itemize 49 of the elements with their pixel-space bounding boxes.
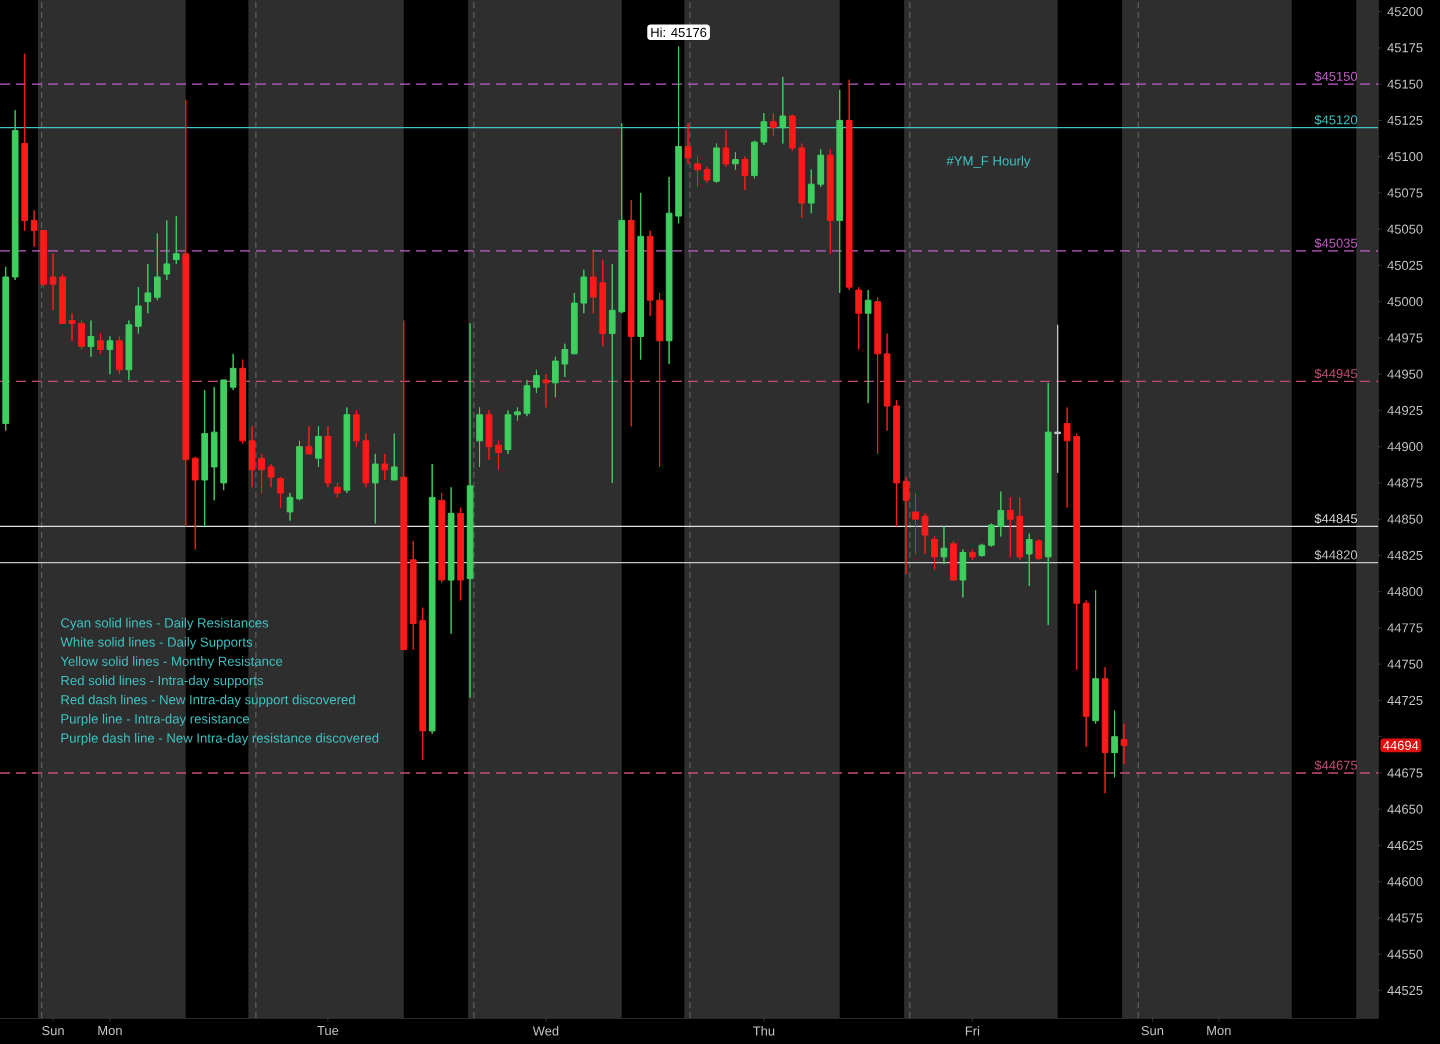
candlestick (969, 549, 976, 561)
candlestick (1054, 324, 1062, 474)
candlestick (343, 406, 351, 494)
candlestick (637, 192, 645, 361)
candlestick (438, 492, 445, 584)
candlestick (172, 215, 180, 265)
candlestick (542, 373, 550, 408)
candlestick (315, 425, 322, 468)
candlestick (864, 289, 872, 404)
candlestick (1025, 533, 1033, 587)
candlestick (87, 319, 95, 358)
candlestick (466, 322, 474, 699)
candlestick (305, 425, 313, 455)
candlestick (845, 79, 853, 291)
candlestick (447, 486, 455, 635)
candlestick (1044, 382, 1052, 626)
candlestick (1120, 723, 1128, 765)
candlestick (457, 507, 464, 601)
candlestick (770, 112, 777, 137)
candlestick (826, 148, 834, 255)
candlestick (959, 549, 967, 598)
candlestick (940, 525, 948, 565)
candlestick (855, 286, 862, 350)
candlestick (684, 122, 692, 165)
candlestick (713, 143, 720, 184)
candlestick (950, 540, 957, 581)
candlestick (1035, 538, 1043, 561)
candlestick (116, 335, 123, 375)
candlestick (1101, 666, 1109, 794)
candlestick (371, 453, 379, 524)
candlestick (1111, 710, 1118, 778)
candlestick (163, 219, 171, 281)
candlestick (779, 76, 787, 145)
candlestick (476, 406, 483, 468)
candlestick (627, 199, 635, 427)
candlestick (836, 89, 844, 294)
candlestick (931, 536, 938, 571)
candlestick (390, 433, 398, 481)
candlestick (741, 156, 749, 191)
candlestick (334, 482, 341, 498)
candlestick (1092, 589, 1099, 725)
candlestick (106, 335, 114, 375)
candlestick (428, 463, 436, 735)
candlestick (722, 130, 730, 168)
candlestick (277, 476, 284, 509)
candlestick (732, 151, 739, 171)
candlestick (324, 425, 332, 488)
candlestick (97, 333, 104, 355)
candlestick (381, 453, 389, 481)
